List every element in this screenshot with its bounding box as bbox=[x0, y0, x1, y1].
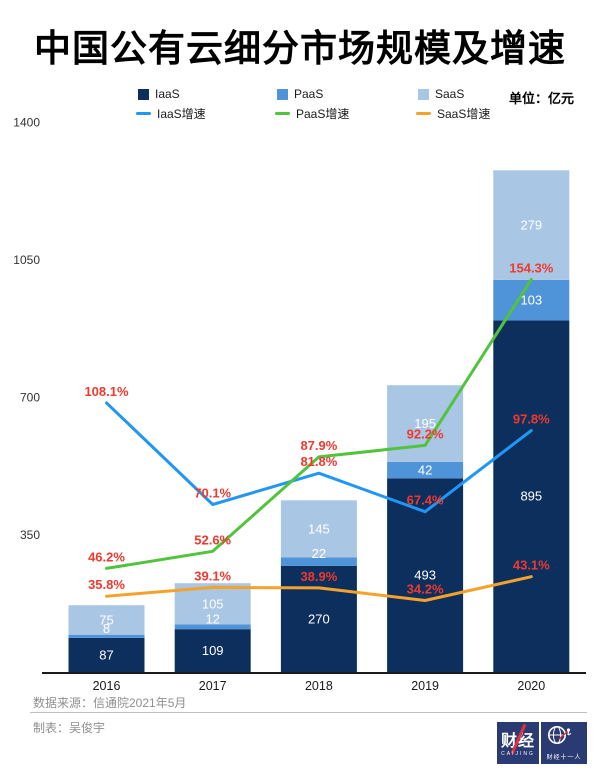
growth-rate-label: 154.3% bbox=[509, 260, 554, 275]
growth-rate-label: 108.1% bbox=[84, 384, 129, 399]
bar-value-label: 493 bbox=[414, 568, 436, 583]
growth-rate-label: 46.2% bbox=[88, 549, 125, 564]
legend-label: PaaS增速 bbox=[296, 106, 350, 121]
bar-value-label: 270 bbox=[308, 611, 330, 626]
unit-label: 单位：亿元 bbox=[508, 91, 574, 106]
x-axis-label: 2019 bbox=[411, 679, 439, 693]
bar-value-label: 279 bbox=[520, 218, 542, 233]
growth-rate-label: 67.4% bbox=[407, 493, 444, 508]
x-axis-label: 2020 bbox=[517, 679, 545, 693]
legend-label: PaaS bbox=[294, 87, 324, 101]
legend-item-iaas-growth: IaaS增速 bbox=[136, 106, 206, 121]
bar-segment-paas-2018 bbox=[280, 557, 357, 566]
bar-segment-saas-2018 bbox=[280, 500, 357, 558]
y-axis-tick-label: 700 bbox=[20, 391, 40, 405]
growth-rate-label: 81.8% bbox=[300, 454, 337, 469]
growth-rate-label: 52.6% bbox=[194, 532, 231, 547]
iaas-growth-line-icon bbox=[136, 111, 151, 115]
x-axis-label: 2017 bbox=[199, 679, 227, 693]
data-source-note: 数据来源：信通院2021年5月 bbox=[33, 696, 187, 710]
bar-value-label: 8 bbox=[103, 621, 110, 636]
bar-value-label: 87 bbox=[99, 647, 113, 662]
bar-segment-iaas-2016 bbox=[68, 637, 145, 672]
y-axis-tick-label: 350 bbox=[20, 528, 40, 542]
bar-segment-saas-2020 bbox=[493, 170, 570, 280]
legend-item-iaas: IaaS bbox=[138, 87, 180, 101]
bar-segment-paas-2019 bbox=[387, 461, 464, 479]
growth-rate-label: 39.1% bbox=[194, 568, 231, 583]
bar-value-label: 42 bbox=[418, 463, 432, 478]
caijing-eleven-logo-text: 财经十一人 bbox=[546, 755, 582, 761]
bar-value-label: 109 bbox=[202, 643, 224, 658]
x-axis-label: 2018 bbox=[305, 679, 333, 693]
growth-rate-label: 70.1% bbox=[194, 486, 231, 501]
bar-segment-iaas-2017 bbox=[174, 629, 251, 672]
bar-segment-iaas-2018 bbox=[280, 565, 357, 672]
caijing-eleven-logo: 财经十一人 bbox=[541, 722, 587, 764]
globe-icon bbox=[548, 726, 572, 744]
legend-item-paas: PaaS bbox=[277, 87, 323, 101]
bar-value-label: 195 bbox=[414, 416, 436, 431]
y-axis-tick-label: 1050 bbox=[13, 253, 40, 267]
saas-growth-line-icon bbox=[416, 111, 431, 115]
paas-growth-line-icon bbox=[275, 111, 290, 115]
bar-segment-paas-2020 bbox=[493, 279, 570, 321]
growth-rate-label: 34.2% bbox=[407, 581, 444, 596]
growth-rate-label: 38.9% bbox=[300, 569, 337, 584]
bar-value-label: 12 bbox=[205, 611, 219, 626]
x-axis-label: 2016 bbox=[93, 679, 121, 693]
bar-value-label: 895 bbox=[520, 489, 542, 504]
growth-rate-label: 97.8% bbox=[513, 411, 550, 426]
bar-value-label: 22 bbox=[312, 546, 326, 561]
author-note: 制表：吴俊宇 bbox=[33, 721, 106, 735]
iaas-swatch-icon bbox=[138, 88, 149, 100]
y-axis-tick-label: 1400 bbox=[13, 116, 40, 130]
legend-label: IaaS增速 bbox=[157, 106, 206, 121]
bar-value-label: 145 bbox=[308, 521, 330, 536]
bar-value-label: 103 bbox=[520, 293, 542, 308]
legend-label: SaaS增速 bbox=[437, 106, 491, 121]
caijing-logo: 财经 CAIJING bbox=[497, 722, 539, 764]
growth-rate-label: 43.1% bbox=[513, 558, 550, 573]
footer-divider bbox=[30, 712, 587, 713]
legend-item-saas-growth: SaaS增速 bbox=[416, 106, 491, 121]
bar-segment-saas-2016 bbox=[68, 605, 145, 635]
caijing-logo-subtext: CAIJING bbox=[501, 751, 535, 757]
growth-line-PaaS增速 bbox=[105, 278, 533, 570]
growth-rate-label: 87.9% bbox=[300, 438, 337, 453]
legend-item-saas: SaaS bbox=[418, 87, 464, 101]
growth-rate-label: 35.8% bbox=[88, 577, 125, 592]
saas-swatch-icon bbox=[418, 88, 429, 100]
legend-label: IaaS bbox=[155, 87, 180, 101]
legend-item-paas-growth: PaaS增速 bbox=[275, 106, 350, 121]
paas-swatch-icon bbox=[277, 88, 288, 100]
growth-line-IaaS增速 bbox=[105, 401, 533, 514]
growth-line-SaaS增速 bbox=[105, 575, 533, 602]
bar-segment-paas-2017 bbox=[174, 624, 251, 630]
page-title: 中国公有云细分市场规模及增速 bbox=[34, 28, 566, 69]
bar-segment-iaas-2020 bbox=[493, 320, 570, 672]
bar-value-label: 105 bbox=[202, 596, 224, 611]
growth-rate-label: 92.2% bbox=[407, 426, 444, 441]
bar-segment-paas-2016 bbox=[68, 634, 145, 638]
bar-value-label: 75 bbox=[99, 612, 113, 627]
legend-label: SaaS bbox=[435, 87, 465, 101]
